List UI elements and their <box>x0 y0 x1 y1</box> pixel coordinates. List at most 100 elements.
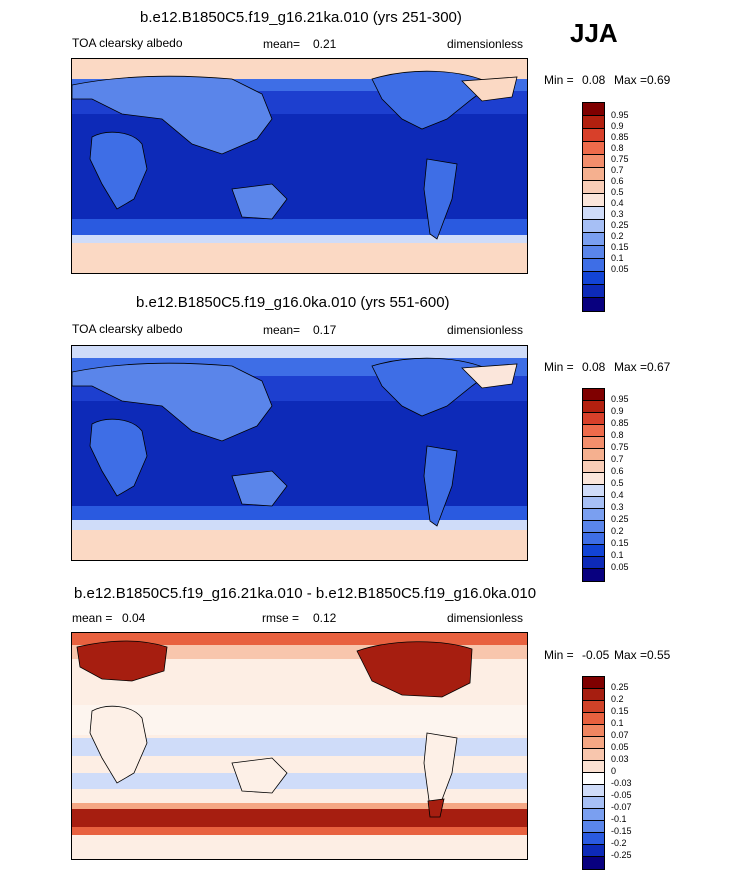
panel3-colorbar-swatch <box>583 713 604 725</box>
panel2-eurasia <box>72 362 273 442</box>
panel3-laurentide-ice <box>356 641 473 698</box>
panel2-southern-light <box>72 520 527 530</box>
panel3-tick: 0.05 <box>611 742 629 752</box>
panel3-tick: -0.1 <box>611 814 627 824</box>
panel3-colorbar-swatch <box>583 785 604 797</box>
panel1-max-value: 0.69 <box>647 73 671 87</box>
panel1-field: TOA clearsky albedo <box>72 36 183 50</box>
panel2-south-america <box>423 445 458 527</box>
panel3-tick: -0.25 <box>611 850 632 860</box>
panel3-colorbar-swatch <box>583 773 604 785</box>
panel2-tick: 0.8 <box>611 430 624 440</box>
panel3-mean-label: mean = <box>72 611 113 625</box>
panel1-colorbar <box>582 102 605 312</box>
panel3-colorbar-swatch <box>583 737 604 749</box>
panel3-southern-ice <box>72 809 527 827</box>
panel2-min-value: 0.08 <box>582 360 606 374</box>
panel1-tick: 0.9 <box>611 121 624 131</box>
panel2-tick: 0.6 <box>611 466 624 476</box>
panel2-colorbar-swatch <box>583 401 604 413</box>
panel3-title: b.e12.B1850C5.f19_g16.21ka.010 - b.e12.B… <box>74 585 537 602</box>
panel3-australia <box>231 757 288 794</box>
panel3-tropical-blue <box>72 738 527 756</box>
panel2-tick: 0.7 <box>611 454 624 464</box>
panel3-tropics-band <box>72 705 527 735</box>
panel2-tick: 0.75 <box>611 442 629 452</box>
panel2-colorbar-swatch <box>583 449 604 461</box>
panel3-colorbar-swatch <box>583 821 604 833</box>
panel2-mean-value: 0.17 <box>313 323 337 337</box>
panel1-tick: 0.15 <box>611 242 629 252</box>
panel3-tick: 0.03 <box>611 754 629 764</box>
panel1-map-svg <box>72 59 527 273</box>
panel3-tick: -0.05 <box>611 790 632 800</box>
panel1-tick: 0.2 <box>611 231 624 241</box>
panel1-colorbar-swatch <box>583 207 604 220</box>
panel3-max-value: 0.55 <box>647 648 671 662</box>
season-label: JJA <box>570 18 618 48</box>
panel3-tick: 0 <box>611 766 617 776</box>
panel2-colorbar-swatch <box>583 533 604 545</box>
panel2-min-label: Min = <box>544 360 574 374</box>
panel3-tick: 0.15 <box>611 706 629 716</box>
panel1-tick: 0.25 <box>611 220 629 230</box>
panel3-southern-blue <box>72 773 527 789</box>
panel2-colorbar-swatch <box>583 569 604 581</box>
panel3-colorbar-swatch <box>583 689 604 701</box>
panel3-colorbar-swatch <box>583 701 604 713</box>
panel1-tick: 0.6 <box>611 176 624 186</box>
panel3-tick: 0.2 <box>611 694 624 704</box>
panel1-colorbar-swatch <box>583 155 604 168</box>
panel2-max-value: 0.67 <box>647 360 671 374</box>
panel3-tick: 0.25 <box>611 682 629 692</box>
panel1-colorbar-swatch <box>583 194 604 207</box>
panel2-colorbar-swatch <box>583 521 604 533</box>
panel1-units: dimensionless <box>447 37 524 51</box>
panel3-antarctic <box>72 835 527 859</box>
panel2-tick: 0.95 <box>611 394 629 404</box>
panel1-colorbar-swatch <box>583 129 604 142</box>
panel1-tick: 0.05 <box>611 264 629 274</box>
panel1-southern-light <box>72 235 527 243</box>
panel3-tick: -0.15 <box>611 826 632 836</box>
panel2-units: dimensionless <box>447 323 524 337</box>
panel2-title: b.e12.B1850C5.f19_g16.0ka.010 (yrs 551-6… <box>136 294 450 311</box>
panel2-colorbar-swatch <box>583 509 604 521</box>
panel2-colorbar-swatch <box>583 425 604 437</box>
panel3-colorbar-swatch <box>583 677 604 689</box>
panel2-field: TOA clearsky albedo <box>72 322 183 336</box>
panel3-colorbar-swatch <box>583 797 604 809</box>
panel3-southern-edge <box>72 827 527 835</box>
panel3-colorbar-swatch <box>583 845 604 857</box>
panel2-colorbar-swatch <box>583 557 604 569</box>
panel2-colorbar-swatch <box>583 437 604 449</box>
panel2-colorbar-swatch <box>583 545 604 557</box>
panel2-tick: 0.3 <box>611 502 624 512</box>
panel1-colorbar-swatch <box>583 246 604 259</box>
panel3-max-label: Max = <box>614 648 648 662</box>
panel3-map <box>71 632 528 860</box>
panel2-tick: 0.15 <box>611 538 629 548</box>
panel2-tick: 0.85 <box>611 418 629 428</box>
panel1-colorbar-swatch <box>583 272 604 285</box>
panel1-mean-label: mean= <box>263 37 301 51</box>
panel2-africa <box>89 418 148 497</box>
panel1-title: b.e12.B1850C5.f19_g16.21ka.010 (yrs 251-… <box>140 9 462 26</box>
panel2-colorbar-swatch <box>583 389 604 401</box>
panel1-max-label: Max = <box>614 73 648 87</box>
panel3-colorbar-swatch <box>583 749 604 761</box>
panel2-tick: 0.25 <box>611 514 629 524</box>
panel3-colorbar-swatch <box>583 809 604 821</box>
panel2-greenland <box>461 363 518 389</box>
panel1-colorbar-swatch <box>583 220 604 233</box>
panel2-tick: 0.9 <box>611 406 624 416</box>
panel1-antarctic-band <box>72 243 527 273</box>
panel3-colorbar-swatch <box>583 761 604 773</box>
panel2-mean-label: mean= <box>263 323 301 337</box>
panel2-antarctic-band <box>72 530 527 560</box>
panel2-colorbar-swatch <box>583 473 604 485</box>
panel3-tick: 0.1 <box>611 718 624 728</box>
panel1-colorbar-swatch <box>583 259 604 272</box>
panel1-south-america <box>423 158 458 240</box>
panel2-tick: 0.5 <box>611 478 624 488</box>
